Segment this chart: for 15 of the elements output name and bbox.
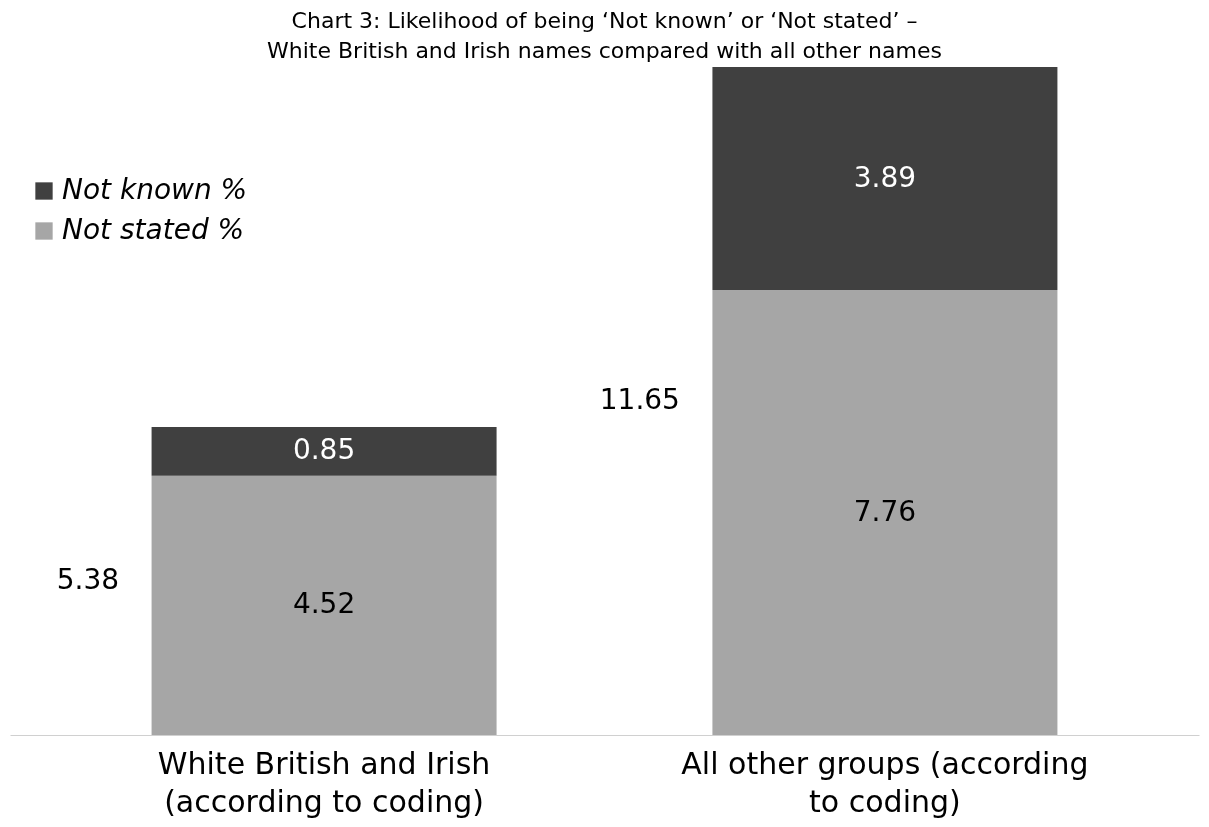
legend-label: Not known %	[62, 173, 248, 206]
data-label: 4.52	[292, 587, 356, 621]
total-label: 11.65	[599, 383, 680, 416]
x-tick-label: White British and Irish (according to coding)	[157, 745, 491, 819]
bar	[151, 475, 497, 735]
bar	[712, 67, 1058, 291]
x-tick-label: All other groups (according to coding)	[681, 745, 1089, 819]
data-label: 0.85	[292, 433, 356, 467]
legend-label: Not stated %	[62, 213, 245, 246]
bar	[712, 290, 1058, 735]
total-label: 5.38	[56, 563, 120, 597]
chart-title: Chart 3: Likelihood of being ‘Not known’ or ‘Not stated’ – White British and Irish names compared with all other names	[267, 8, 942, 63]
data-label: 3.89	[853, 160, 917, 194]
data-label: 7.76	[853, 494, 917, 528]
bar	[151, 427, 497, 476]
